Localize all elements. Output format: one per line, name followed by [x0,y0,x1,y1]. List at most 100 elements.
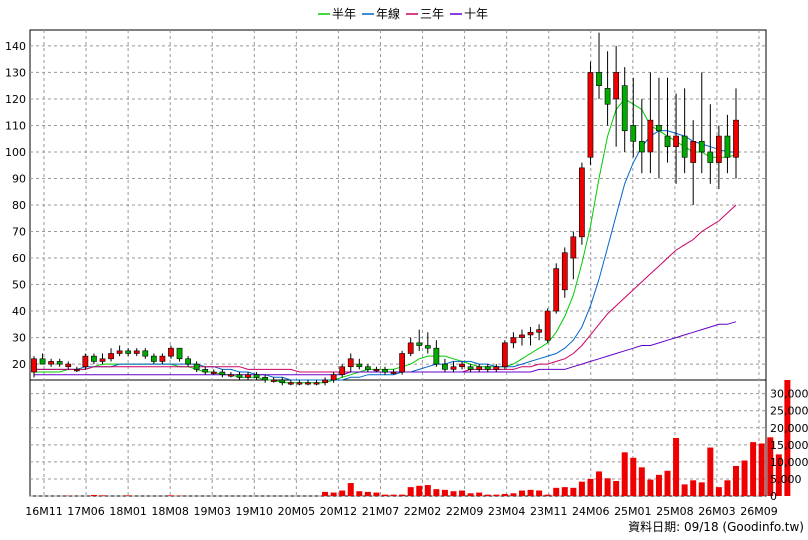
candle-body [185,358,191,365]
candle-body [484,366,491,370]
volume-bar [424,485,431,496]
candle-body [604,88,611,105]
candle-body [621,85,628,132]
candle-body [613,72,620,100]
price-tick-8: 100 [5,146,26,159]
x-tick-8: 21M07 [362,505,400,518]
volume-bar [638,467,645,496]
volume-bar [518,490,525,496]
candle-body [31,358,37,373]
candle-body [39,358,46,365]
price-tick-5: 70 [12,226,26,239]
candle-body [656,125,662,132]
volume-bar [476,492,483,496]
grid [30,30,766,497]
volume-bar [416,485,423,496]
volume-bar [167,495,174,496]
legend-label-0: 半年 [332,7,356,21]
x-tick-9: 22M02 [404,505,442,518]
volume-bar [553,487,560,496]
price-tick-9: 110 [5,119,26,132]
candle-body [313,382,320,385]
price-tick-1: 30 [12,332,26,345]
legend-label-2: 三年 [420,7,444,21]
candle-body [56,361,63,365]
volume-bar [441,489,448,496]
candle-body [305,382,311,385]
candle-body [159,355,166,362]
volume-bar [527,489,534,496]
volume-bar [741,460,748,496]
volume-axis-ticks: 0 5,000 10,000 15,000 20,000 25,000 30,000 [770,388,808,503]
candle-body [733,119,739,158]
price-tick-11: 130 [5,66,26,79]
candle-body [442,363,448,370]
volume-bar [775,454,782,496]
candle-body [133,350,140,354]
volume-tick-0: 0 [770,490,777,503]
volume-bar [587,478,594,496]
x-tick-17: 26M09 [740,505,778,518]
price-tick-7: 90 [12,172,26,185]
candle-body [527,331,534,336]
x-tick-11: 23M04 [488,505,526,518]
volume-bars [65,380,791,496]
volume-bar [613,480,620,496]
volume-bar [322,491,329,496]
candle-body [716,135,722,163]
volume-bar [399,494,406,496]
candle-body [48,361,54,365]
x-tick-13: 24M06 [572,505,610,518]
candle-body [65,363,72,368]
volume-bar [715,487,722,496]
candle-body [690,141,697,163]
volume-bar [493,494,500,496]
candle-body [467,366,474,370]
candle-body [553,268,560,312]
x-tick-4: 19M03 [193,505,231,518]
price-tick-3: 50 [12,279,26,292]
volume-bar [784,380,791,496]
volume-bar [698,482,705,496]
x-tick-12: 23M11 [530,505,568,518]
candle-body [99,358,106,362]
candle-body [262,377,269,381]
candle-body [330,374,337,381]
x-tick-14: 25M01 [614,505,652,518]
volume-bar [655,474,662,496]
volume-bar [364,491,371,496]
candle-body [270,379,277,382]
candle-body [322,379,328,383]
candle-body [125,350,132,354]
candle-body [707,151,714,163]
volume-bar [459,490,466,496]
candle-body [561,252,568,291]
volume-bar [681,484,688,496]
candle-body [73,369,80,372]
price-tick-12: 140 [5,40,26,53]
candle-body [544,310,551,341]
x-tick-1: 17M06 [67,505,105,518]
volume-tick-5: 25,000 [770,405,808,418]
volume-bar [561,487,568,496]
volume-bar [347,483,354,496]
candle-body [279,379,286,383]
volume-bar [767,437,774,496]
volume-bar [604,478,611,496]
price-tick-2: 40 [12,305,26,318]
candle-body [664,135,671,147]
price-tick-0: 20 [12,358,26,371]
x-tick-3: 18M08 [151,505,189,518]
candle-body [253,374,260,378]
candle-body [579,167,585,238]
candle-body [356,363,363,368]
volume-bar [536,490,543,496]
volume-bar [544,494,551,496]
volume-tick-3: 15,000 [770,439,808,452]
candle-body [373,369,380,372]
candle-body [681,135,688,158]
candle-body [587,72,594,158]
volume-bar [707,447,714,496]
x-tick-7: 20M12 [320,505,358,518]
volume-bar [578,481,585,496]
